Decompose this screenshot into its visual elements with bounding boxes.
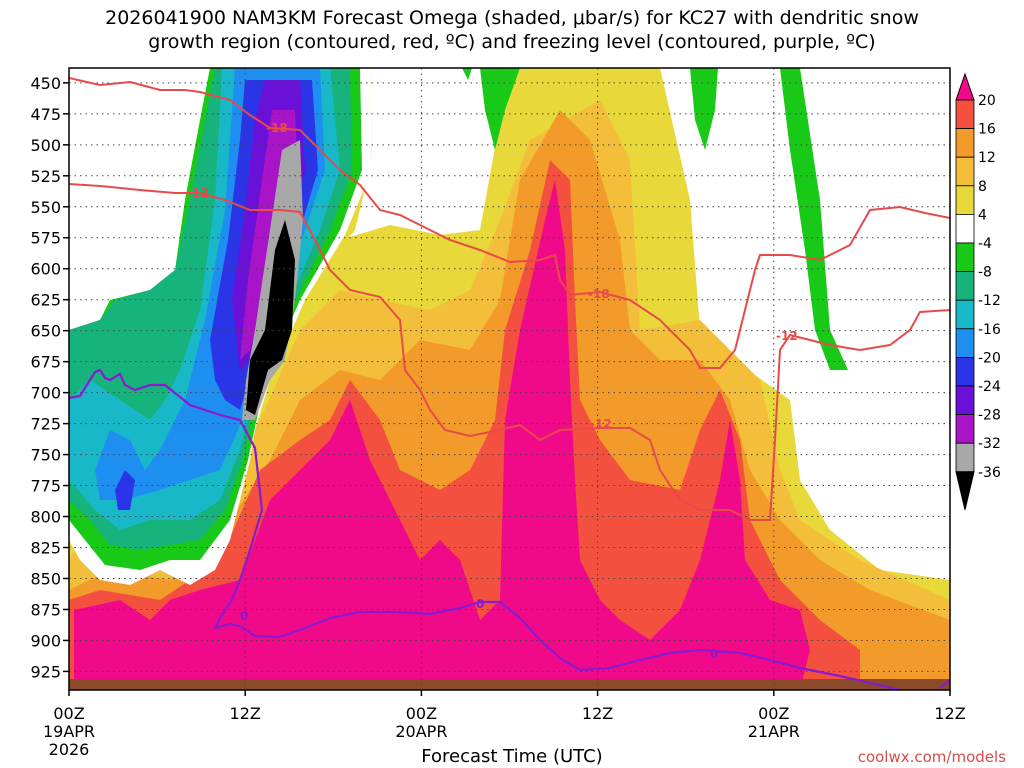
colorbar-swatch [955,414,975,444]
y-tick-label: 700 [30,384,61,403]
colorbar-swatch [955,156,975,187]
contour-minus-12-upper [69,183,950,521]
contour-label-4: -12 [776,329,798,343]
colorbar-swatch [955,242,975,273]
y-tick-label: 900 [30,631,61,650]
y-tick-label: 750 [30,446,61,465]
omega-band-20 [74,180,810,690]
x-tick-date: 20APR [395,722,447,741]
colorbar-swatch [955,185,975,215]
freezing-level-labels: 0 0 0 [240,597,718,661]
x-tick-year: 2026 [49,740,90,759]
freezing-level-line [69,368,950,690]
colorbar-label: -12 [978,293,1001,309]
colorbar-label: -4 [978,236,992,252]
x-tick-label: 12Z [934,704,965,723]
y-tick-label: 800 [30,508,61,527]
contour-label-5: -12 [590,417,612,431]
colorbar-label: -20 [978,350,1001,366]
x-tick-label: 00Z [53,704,84,723]
freezing-label-1: 0 [240,609,248,623]
chart-title: 2026041900 NAM3KM Forecast Omega (shaded… [105,7,919,53]
colorbar-label: 8 [978,179,987,195]
colorbar: 20 16 12 8 4 -4 -8 -12 -16 -20 -24 -28 -32 -36 [955,72,1001,510]
y-tick-label: 575 [30,229,61,248]
colorbar-swatch [955,128,975,158]
y-axis: 450 475 500 525 550 575 600 625 650 675 700 725 750 7… [30,74,69,681]
omega-shading [69,68,950,690]
y-tick-label: 725 [30,415,61,434]
colorbar-label: 4 [978,207,987,223]
y-tick-label: 450 [30,74,61,93]
y-tick-label: 825 [30,539,61,558]
colorbar-label: -24 [978,379,1001,395]
ground-strip [69,679,950,690]
colorbar-min-arrow [955,471,975,510]
y-tick-label: 500 [30,136,61,155]
contour-label-1: -18 [266,121,288,135]
freezing-label-2: 0 [476,597,484,611]
colorbar-swatch [955,213,975,244]
colorbar-swatch [955,99,975,130]
y-tick-label: 600 [30,260,61,279]
colorbar-label: 20 [978,93,996,109]
colorbar-label: -36 [978,465,1001,481]
y-tick-label: 775 [30,477,61,496]
colorbar-label: -8 [978,265,992,281]
y-tick-label: 875 [30,600,61,619]
y-tick-label: 525 [30,167,61,186]
y-tick-label: 675 [30,353,61,372]
x-tick-label: 12Z [582,704,613,723]
colorbar-label: -32 [978,436,1001,452]
colorbar-swatch [955,385,975,416]
x-tick-label: 12Z [230,704,261,723]
colorbar-swatch [955,271,975,301]
y-tick-label: 550 [30,198,61,217]
x-axis-title: Forecast Time (UTC) [421,746,603,767]
freezing-label-3: 0 [710,647,718,661]
colorbar-label: 12 [978,150,996,166]
y-tick-label: 850 [30,569,61,588]
y-tick-label: 650 [30,322,61,341]
colorbar-swatch [955,299,975,330]
colorbar-swatch [955,328,975,358]
temperature-contours [69,77,950,521]
contour-label-2: -12 [187,186,209,200]
contour-label-3: -18 [588,287,610,301]
colorbar-max-arrow [955,72,975,101]
freezing-level-contour [69,368,950,690]
omega-band-minus-36 [246,220,295,415]
colorbar-swatch [955,442,975,473]
colorbar-swatch [955,356,975,387]
omega-band-minus-8-upper-mid [462,68,520,150]
contour-minus-18-upper [69,77,950,369]
y-tick-label: 475 [30,105,61,124]
colorbar-label: -28 [978,408,1001,424]
x-tick-date: 19APR [43,722,95,741]
colorbar-label: -16 [978,322,1001,338]
x-tick-date: 21APR [748,722,800,741]
temperature-contour-labels: -18 -12 -18 -12 -12 [187,121,798,431]
x-tick-label: 00Z [406,704,437,723]
site-credit[interactable]: coolwx.com/models [857,748,1006,766]
x-tick-label: 00Z [758,704,789,723]
colorbar-label: 16 [978,122,996,138]
omega-band-minus-8-upper-right [690,68,848,370]
y-tick-label: 925 [30,662,61,681]
plot-border [68,67,951,691]
y-tick-label: 625 [30,291,61,310]
